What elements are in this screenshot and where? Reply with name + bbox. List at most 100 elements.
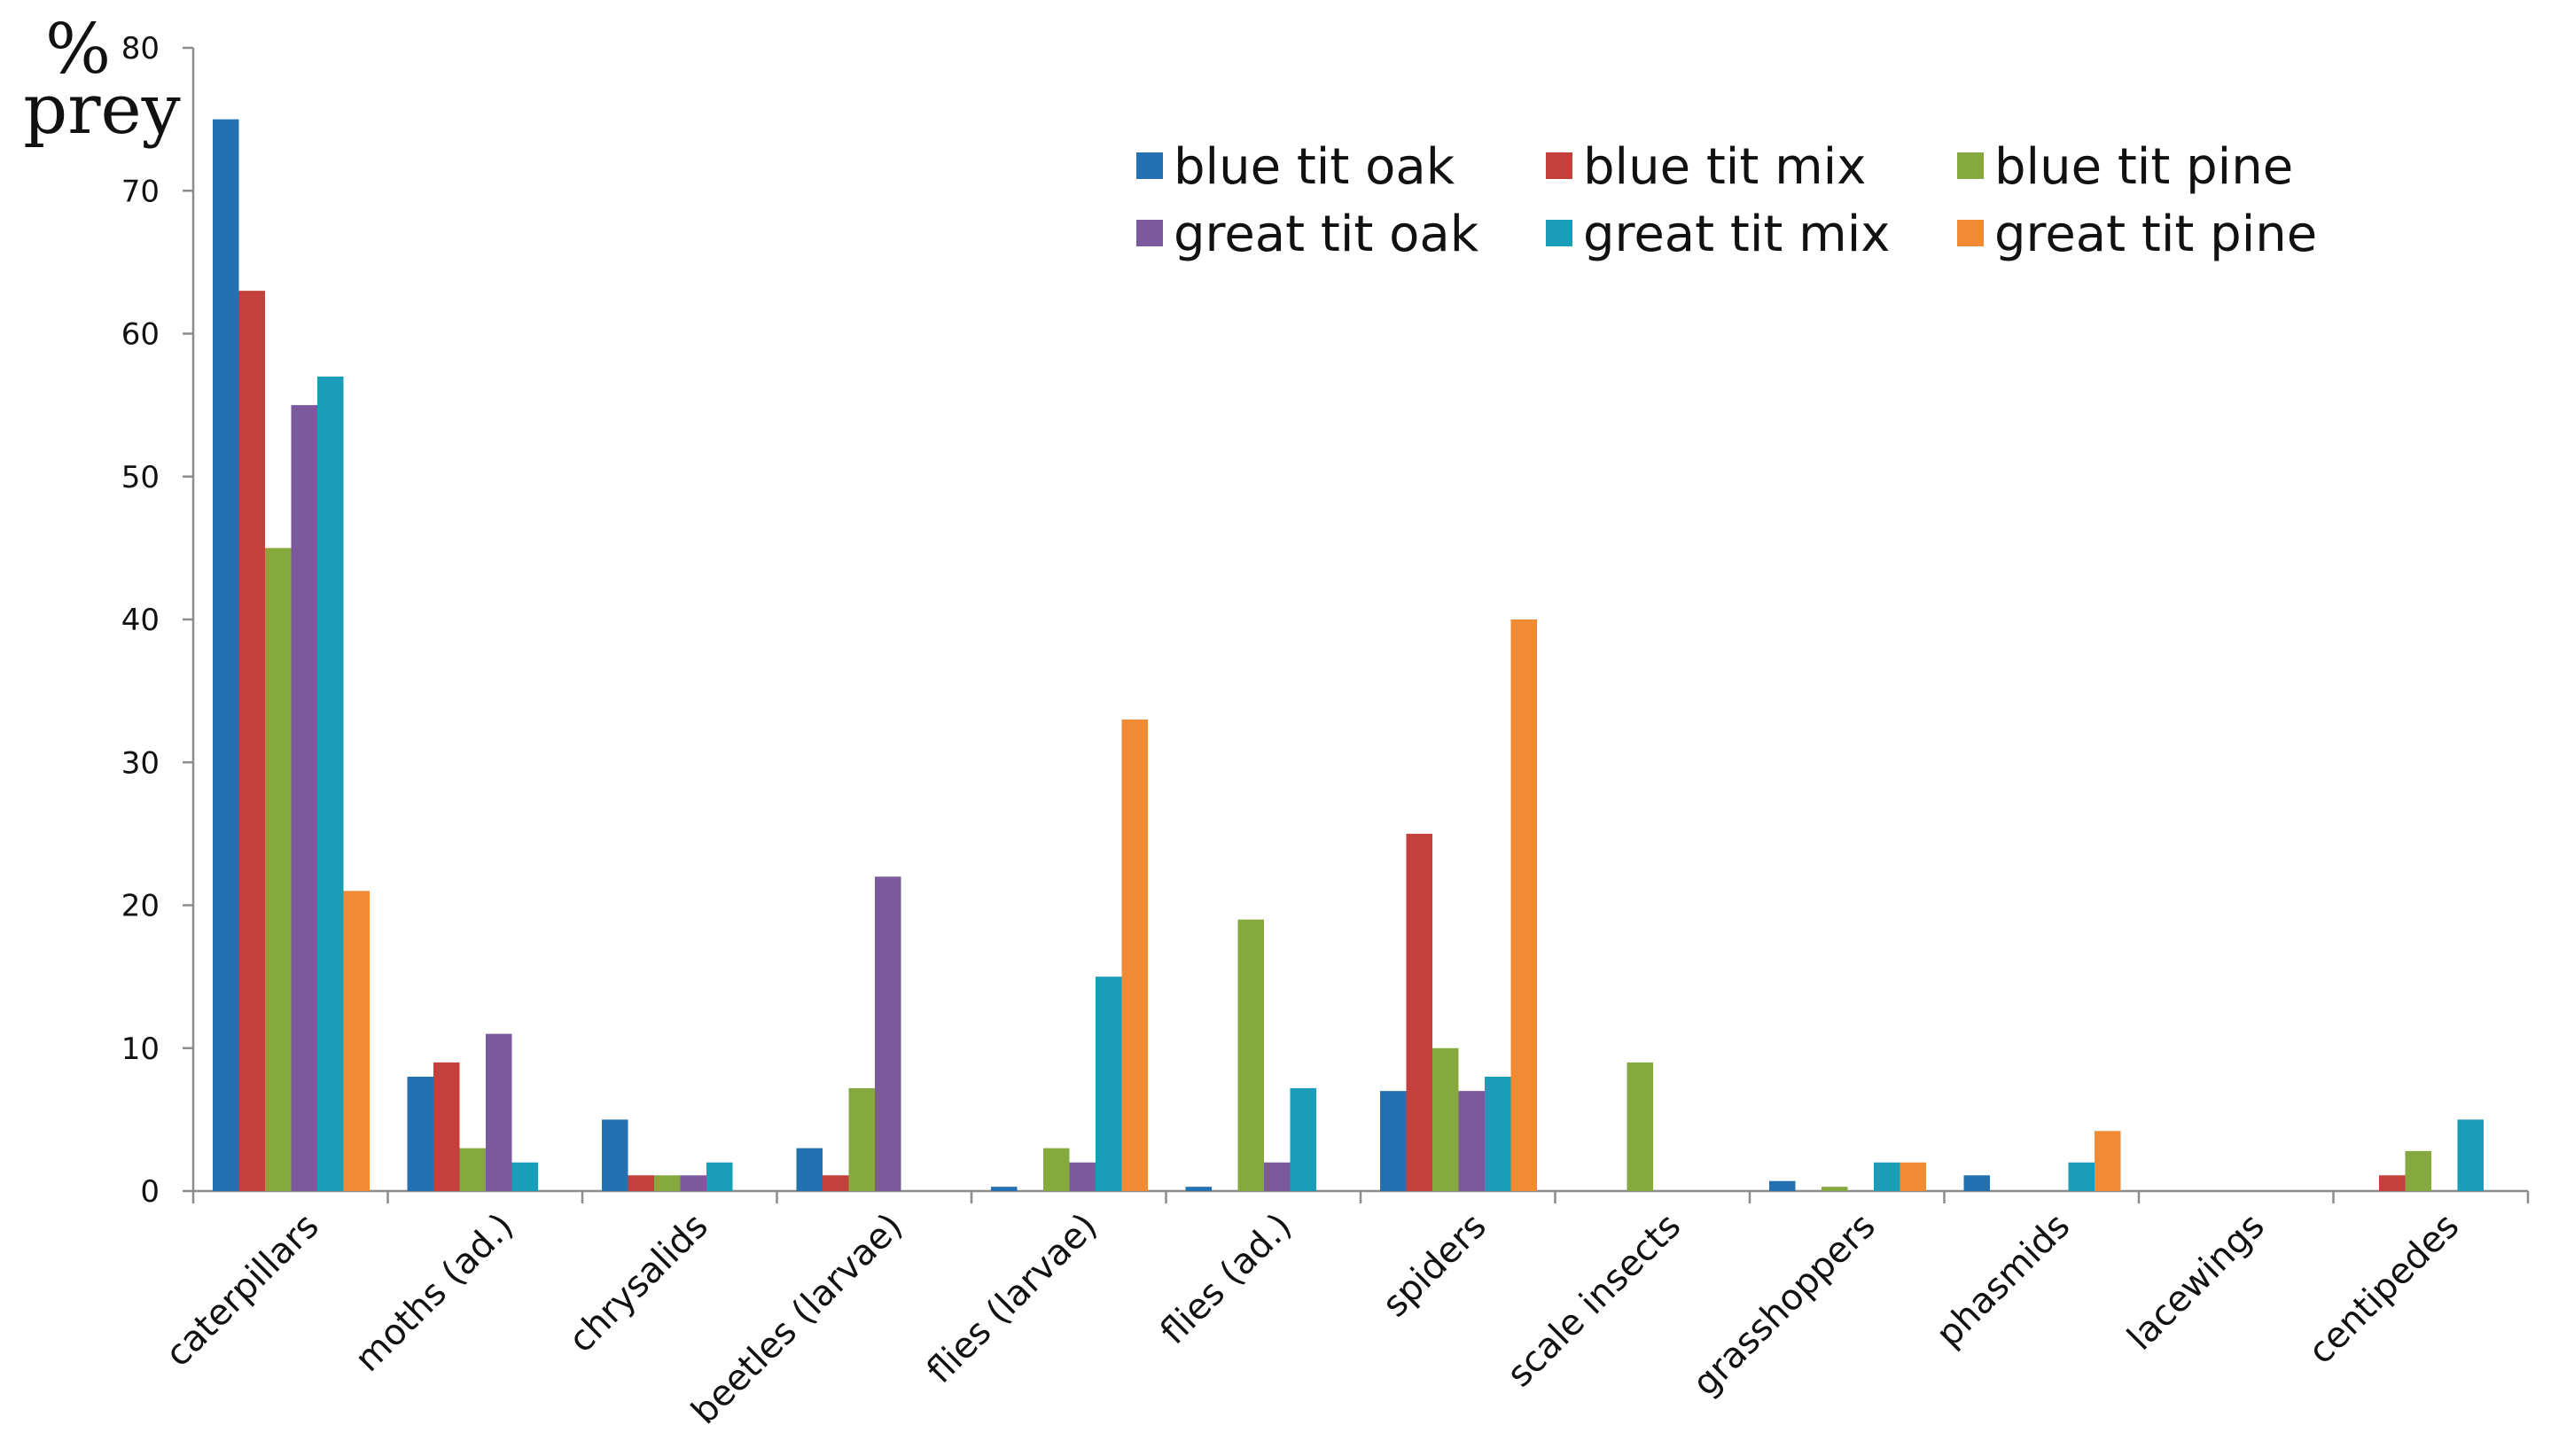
- axes: 0 10 20 30 40 50 60 70 80: [121, 31, 2530, 1210]
- legend-item-great-tit-pine: great tit pine: [1957, 206, 2317, 263]
- x-axis-labels: caterpillars moths (ad.) chrysalidsbeetles…: [158, 1206, 2467, 1433]
- bar-great-tit-mix-grasshoppers: [1874, 1162, 1900, 1191]
- bars: [213, 119, 2484, 1191]
- bar-blue-tit-oak-chrysalids: [602, 1119, 628, 1191]
- bar-blue-tit-mix-centipedes: [2379, 1175, 2406, 1191]
- bar-blue-tit-mix-caterpillars: [238, 291, 265, 1191]
- legend-item-blue-tit-oak: blue tit oak: [1136, 138, 1455, 196]
- bar-group-grasshoppers: [1769, 1162, 1926, 1191]
- legend-swatch: [1136, 152, 1163, 179]
- x-tick-label-beetles-larvae: beetles (larvae): [684, 1206, 911, 1433]
- bar-blue-tit-oak-spiders: [1380, 1091, 1407, 1191]
- x-tick-label-caterpillars: caterpillars: [158, 1206, 327, 1375]
- bar-blue-tit-pine-flies-larvae: [1043, 1148, 1070, 1191]
- bar-group-chrysalids: [602, 1119, 733, 1191]
- legend-label: great tit mix: [1583, 206, 1890, 263]
- bar-blue-tit-pine-beetles-larvae: [848, 1087, 875, 1191]
- x-tick-label-lacewings: lacewings: [2120, 1206, 2273, 1359]
- legend: blue tit oak blue tit mix blue tit pine gre…: [1136, 138, 2317, 263]
- x-tick-label-flies-larvae: flies (larvae): [919, 1206, 1105, 1392]
- bar-great-tit-oak-moths-ad: [486, 1033, 512, 1191]
- y-tick-label: 20: [121, 889, 160, 924]
- bar-blue-tit-mix-moths-ad: [433, 1062, 460, 1191]
- x-tick-label-spiders: spiders: [1375, 1206, 1494, 1326]
- bar-blue-tit-oak-grasshoppers: [1769, 1180, 1796, 1191]
- bar-blue-tit-mix-spiders: [1406, 833, 1432, 1191]
- bar-great-tit-mix-centipedes: [2457, 1119, 2484, 1191]
- legend-label: great tit oak: [1174, 206, 1479, 263]
- y-tick-label: 30: [121, 745, 160, 781]
- bar-great-tit-mix-moths-ad: [511, 1162, 538, 1191]
- y-tick-label: 10: [121, 1032, 160, 1067]
- legend-swatch: [1546, 152, 1572, 179]
- bar-blue-tit-pine-caterpillars: [265, 548, 292, 1191]
- bar-great-tit-mix-caterpillars: [317, 376, 344, 1191]
- legend-swatch: [1546, 220, 1572, 246]
- bar-group-caterpillars: [213, 119, 370, 1191]
- bar-blue-tit-pine-moths-ad: [459, 1148, 486, 1191]
- legend-label: blue tit pine: [1994, 138, 2293, 196]
- x-tick-label-grasshoppers: grasshoppers: [1685, 1206, 1884, 1405]
- bar-group-scale-insects: [1627, 1062, 1653, 1191]
- bar-great-tit-mix-chrysalids: [706, 1162, 733, 1191]
- bar-great-tit-oak-flies-ad: [1264, 1162, 1291, 1191]
- x-tick-label-chrysalids: chrysalids: [561, 1206, 716, 1361]
- bar-group-beetles-larvae: [796, 876, 901, 1191]
- bar-blue-tit-pine-grasshoppers: [1822, 1187, 1848, 1191]
- bar-great-tit-mix-flies-larvae: [1096, 977, 1122, 1191]
- bar-great-tit-pine-spiders: [1510, 619, 1537, 1191]
- y-tick-label: 50: [121, 460, 160, 495]
- bar-group-centipedes: [2379, 1119, 2484, 1191]
- bar-blue-tit-oak-caterpillars: [213, 119, 239, 1191]
- bar-group-flies-larvae: [991, 719, 1148, 1191]
- bar-great-tit-pine-caterpillars: [343, 891, 370, 1191]
- legend-swatch: [1957, 152, 1984, 179]
- legend-swatch: [1957, 220, 1984, 246]
- bar-great-tit-oak-spiders: [1458, 1091, 1485, 1191]
- bar-blue-tit-oak-moths-ad: [407, 1077, 433, 1191]
- legend-label: blue tit oak: [1174, 138, 1455, 196]
- bar-great-tit-mix-phasmids: [2068, 1162, 2095, 1191]
- legend-item-blue-tit-pine: blue tit pine: [1957, 138, 2293, 196]
- bar-great-tit-oak-chrysalids: [680, 1175, 706, 1191]
- bar-blue-tit-oak-beetles-larvae: [796, 1148, 823, 1191]
- bar-blue-tit-pine-flies-ad: [1237, 919, 1264, 1191]
- legend-item-blue-tit-mix: blue tit mix: [1546, 138, 1866, 196]
- bar-blue-tit-pine-chrysalids: [654, 1175, 681, 1191]
- y-tick-label: 70: [121, 174, 160, 209]
- legend-item-great-tit-oak: great tit oak: [1136, 206, 1479, 263]
- bar-great-tit-mix-spiders: [1485, 1077, 1511, 1191]
- bar-group-phasmids: [1963, 1131, 2121, 1191]
- bar-blue-tit-mix-chrysalids: [628, 1175, 654, 1191]
- legend-swatch: [1136, 220, 1163, 246]
- bar-group-flies-ad: [1185, 919, 1316, 1191]
- bar-great-tit-pine-phasmids: [2095, 1131, 2121, 1191]
- y-axis-title-line-1: %: [45, 10, 111, 90]
- x-tick-label-phasmids: phasmids: [1929, 1206, 2079, 1356]
- y-tick-label: 0: [140, 1174, 160, 1210]
- legend-label: blue tit mix: [1583, 138, 1866, 196]
- bar-great-tit-mix-flies-ad: [1290, 1087, 1316, 1191]
- bar-great-tit-pine-grasshoppers: [1900, 1162, 1926, 1191]
- y-axis-title: % prey: [23, 10, 180, 150]
- y-tick-label: 60: [121, 317, 160, 353]
- y-axis-title-line-2: prey: [23, 70, 180, 150]
- bar-great-tit-oak-caterpillars: [291, 405, 317, 1191]
- bar-group-spiders: [1380, 619, 1537, 1191]
- x-tick-label-scale-insects: scale insects: [1500, 1206, 1689, 1396]
- bar-blue-tit-oak-phasmids: [1963, 1175, 1990, 1191]
- bar-blue-tit-oak-flies-larvae: [991, 1187, 1018, 1191]
- bar-great-tit-oak-flies-larvae: [1069, 1162, 1096, 1191]
- legend-label: great tit pine: [1994, 206, 2317, 263]
- bar-blue-tit-pine-centipedes: [2405, 1150, 2431, 1191]
- x-tick-label-centipedes: centipedes: [2301, 1206, 2468, 1373]
- bar-blue-tit-oak-flies-ad: [1185, 1187, 1212, 1191]
- y-tick-label: 40: [121, 603, 160, 638]
- y-tick-label: 80: [121, 31, 160, 66]
- bar-great-tit-oak-beetles-larvae: [875, 876, 901, 1191]
- bar-blue-tit-pine-scale-insects: [1627, 1062, 1653, 1191]
- bar-great-tit-pine-flies-larvae: [1121, 719, 1148, 1191]
- x-tick-label-moths-ad: moths (ad.): [347, 1206, 521, 1380]
